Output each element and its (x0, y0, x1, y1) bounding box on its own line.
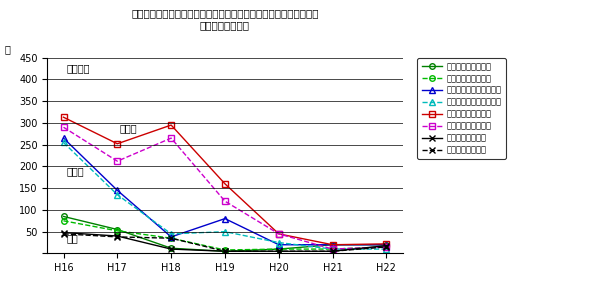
糖尿病（指導開始） (168, 123, 175, 127)
糖尿病（指導終了） (383, 245, 390, 249)
脂質異常症（指導開始） (221, 217, 229, 220)
糖尿病（指導終了） (114, 160, 121, 163)
脂質異常症（指導開始） (114, 189, 121, 192)
喫煙（指導開始） (114, 234, 121, 238)
糖尿病（指導終了） (168, 137, 175, 140)
糖尿病（指導終了） (275, 232, 282, 236)
Line: 脂質異常症（指導開始）: 脂質異常症（指導開始） (61, 135, 389, 247)
Line: 喫煙（指導終了）: 喫煙（指導終了） (61, 231, 389, 254)
喫煙（指導開始） (383, 244, 390, 247)
脂質異常症（指導開始） (168, 235, 175, 239)
高血圧（指導開始） (168, 247, 175, 250)
Line: 高血圧（指導終了）: 高血圧（指導終了） (61, 218, 389, 253)
糖尿病（指導開始） (383, 242, 390, 246)
Line: 糖尿病（指導開始）: 糖尿病（指導開始） (61, 114, 389, 247)
喫煙（指導開始） (60, 231, 67, 234)
喫煙（指導終了） (329, 249, 336, 253)
喫煙（指導開始） (168, 247, 175, 251)
糖尿病（指導開始） (329, 243, 336, 247)
喫煙（指導終了） (383, 245, 390, 249)
高血圧（指導開始） (383, 243, 390, 247)
脂質異常症（指導開始） (275, 243, 282, 247)
脂質異常症（指導開始） (383, 243, 390, 247)
糖尿病（指導終了） (329, 247, 336, 251)
Text: 個別健康教育（健康診査要指導者及び要医療で医者が必要と認めた
　者）（熊本県）: 個別健康教育（健康診査要指導者及び要医療で医者が必要と認めた 者）（熊本県） (131, 9, 318, 30)
脂質異常症（指導開始） (60, 137, 67, 140)
高血圧（指導終了） (114, 229, 121, 232)
Text: 糖尿病: 糖尿病 (66, 166, 84, 176)
糖尿病（指導終了） (60, 126, 67, 129)
Text: 喫煙: 喫煙 (66, 233, 78, 243)
喫煙（指導終了） (275, 249, 282, 253)
喫煙（指導開始） (221, 249, 229, 253)
糖尿病（指導終了） (221, 200, 229, 203)
高血圧（指導開始） (221, 249, 229, 253)
喫煙（指導終了） (114, 235, 121, 239)
Line: 糖尿病（指導終了）: 糖尿病（指導終了） (61, 124, 389, 252)
喫煙（指導開始） (329, 249, 336, 253)
高血圧（指導終了） (221, 248, 229, 252)
糖尿病（指導開始） (221, 182, 229, 185)
高血圧（指導終了） (60, 219, 67, 223)
喫煙（指導終了） (168, 236, 175, 240)
喫煙（指導開始） (275, 249, 282, 253)
Text: 高血圧: 高血圧 (120, 123, 137, 133)
糖尿病（指導開始） (114, 142, 121, 145)
高血圧（指導開始） (60, 215, 67, 218)
高血圧（指導終了） (329, 247, 336, 251)
高血圧（指導終了） (168, 236, 175, 240)
高血圧（指導開始） (275, 247, 282, 251)
高血圧（指導終了） (275, 247, 282, 251)
糖尿病（指導開始） (275, 232, 282, 236)
脂質異常症（指導終了） (60, 141, 67, 144)
脂質異常症（指導終了） (383, 247, 390, 251)
高血圧（指導開始） (114, 228, 121, 231)
喫煙（指導終了） (221, 249, 229, 253)
脂質異常症（指導終了） (275, 241, 282, 244)
脂質異常症（指導終了） (221, 230, 229, 233)
Line: 喫煙（指導開始）: 喫煙（指導開始） (61, 230, 389, 254)
喫煙（指導終了） (60, 232, 67, 236)
脂質異常症（指導終了） (168, 232, 175, 236)
脂質異常症（指導終了） (329, 247, 336, 251)
Line: 脂質異常症（指導終了）: 脂質異常症（指導終了） (61, 140, 389, 252)
Text: 高脂血症: 高脂血症 (66, 64, 90, 73)
Text: 人: 人 (5, 44, 11, 54)
高血圧（指導終了） (383, 245, 390, 249)
高血圧（指導開始） (329, 243, 336, 247)
脂質異常症（指導開始） (329, 243, 336, 247)
Line: 高血圧（指導開始）: 高血圧（指導開始） (61, 214, 389, 254)
糖尿病（指導開始） (60, 115, 67, 119)
脂質異常症（指導終了） (114, 193, 121, 196)
Legend: 高血圧（指導開始）, 高血圧（指導終了）, 脂質異常症（指導開始）, 脂質異常症（指導終了）, 糖尿病（指導開始）, 糖尿病（指導終了）, 喫煙（指導開始）, : 高血圧（指導開始）, 高血圧（指導終了）, 脂質異常症（指導開始）, 脂質異常症… (417, 58, 506, 159)
